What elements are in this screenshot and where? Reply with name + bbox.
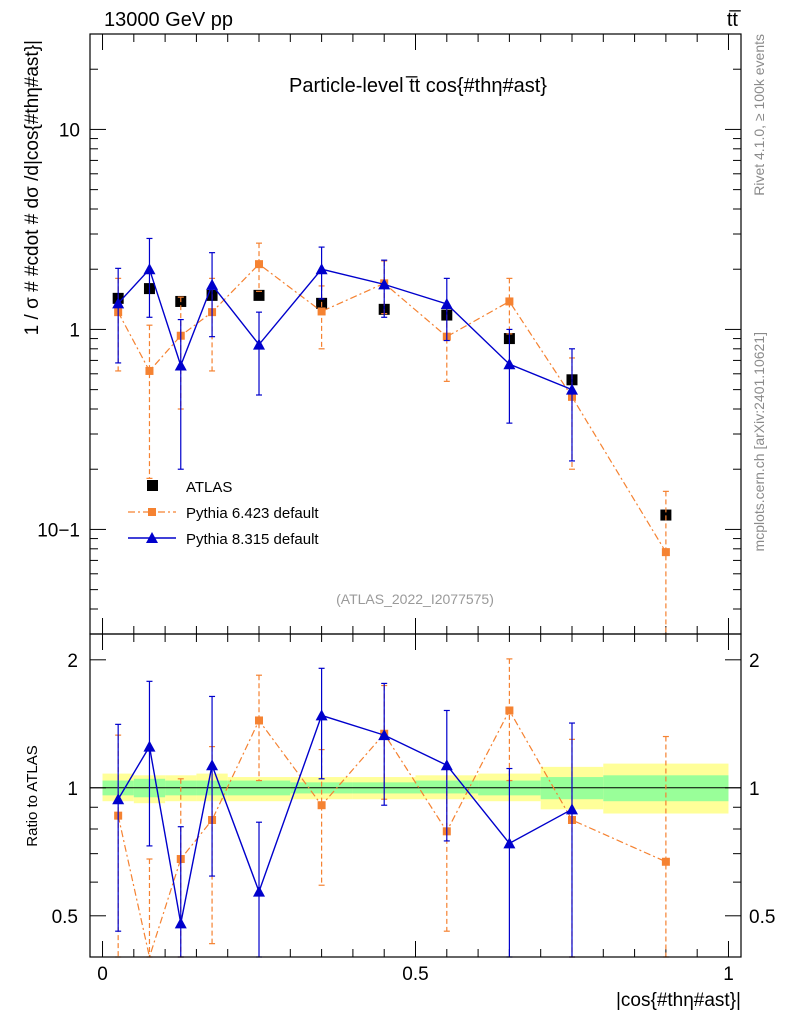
main-point (145, 366, 154, 375)
main-point (315, 263, 328, 275)
data-series (112, 237, 672, 960)
legend: ATLAS Pythia 6.423 default Pythia 8.315 … (128, 479, 319, 548)
analysis-label: (ATLAS_2022_I2077575) (336, 591, 494, 607)
main-point (565, 383, 578, 395)
main-point (505, 297, 514, 306)
legend-label-atlas: ATLAS (186, 479, 232, 496)
header-right: tt̅ (727, 9, 741, 31)
ratio-point (661, 857, 670, 866)
ratio-point (143, 740, 156, 752)
legend-marker-atlas (147, 480, 158, 491)
ratio-y-tick-label-left: 2 (67, 651, 78, 672)
main-point (253, 338, 266, 350)
ratio-point (565, 803, 578, 815)
ratio-y-axis-label: Ratio to ATLAS (24, 745, 41, 846)
mcplots-reference-text: mcplots.cern.ch [arXiv:2401.10621] (751, 332, 767, 551)
axis-ticks: 0 0.5 1 10−1 1 10 0.5 0.5 1 1 2 2 (37, 33, 775, 985)
header-left: 13000 GeV pp (104, 9, 233, 31)
main-y-tick-label: 10 (59, 120, 80, 141)
ratio-point (206, 759, 219, 771)
ratio-point (315, 709, 328, 721)
ratio-y-tick-label-left: 0.5 (52, 907, 78, 928)
main-point (206, 278, 219, 290)
legend-marker-pythia6 (148, 508, 156, 516)
main-point (253, 289, 265, 301)
ratio-point (503, 837, 516, 849)
x-tick-label: 0.5 (402, 964, 428, 985)
ratio-point (317, 801, 326, 810)
ratio-series-pythia-8-315-default (112, 667, 578, 958)
ratio-point (440, 759, 453, 771)
main-y-tick-label: 1 (69, 320, 80, 341)
main-point (661, 548, 670, 557)
main-point (174, 359, 187, 371)
main-point (143, 263, 156, 275)
ratio-point (255, 716, 264, 725)
ratio-y-tick-label-right: 1 (749, 779, 760, 800)
legend-label-pythia6: Pythia 6.423 default (186, 505, 319, 522)
main-point (378, 278, 391, 290)
main-point (660, 509, 672, 521)
ratio-plot-frame (89, 633, 742, 958)
ratio-point (505, 706, 514, 715)
legend-marker-pythia8 (146, 532, 158, 543)
x-tick-label: 1 (723, 964, 734, 985)
main-point (112, 297, 125, 309)
ratio-line-pythia-6-423-default (117, 709, 667, 960)
main-point (503, 358, 516, 370)
x-axis-label: |cos{#thη#ast}| (616, 990, 741, 1011)
ratio-point (378, 729, 391, 741)
ratio-point (112, 793, 125, 805)
rivet-version-text: Rivet 4.1.0, ≥ 100k events (751, 34, 767, 196)
main-series-pythia-6-423-default (114, 242, 670, 635)
ratio-y-tick-label-left: 1 (67, 779, 78, 800)
main-point (317, 307, 326, 316)
main-series-pythia-8-315-default (112, 237, 578, 470)
main-point (440, 298, 453, 310)
ratio-y-tick-label-right: 0.5 (749, 907, 775, 928)
ratio-line-pythia-8-315-default (117, 714, 573, 924)
main-line-pythia-8-315-default (117, 267, 573, 391)
legend-label-pythia8: Pythia 8.315 default (186, 531, 319, 548)
y-axis-label: 1 / σ # #cdot # dσ /d|cos{#thη#ast}| (22, 40, 43, 335)
main-y-tick-label: 10−1 (37, 520, 80, 541)
ratio-point (253, 885, 266, 897)
ratio-uncertainty-bands (90, 763, 741, 814)
x-tick-label: 0 (97, 964, 108, 985)
ratio-point (174, 917, 187, 929)
main-line-pythia-6-423-default (117, 263, 667, 553)
chart-title: Particle-level t̅t cos{#thη#ast} (289, 75, 547, 97)
main-point (255, 260, 264, 269)
ratio-y-tick-label-right: 2 (749, 651, 760, 672)
